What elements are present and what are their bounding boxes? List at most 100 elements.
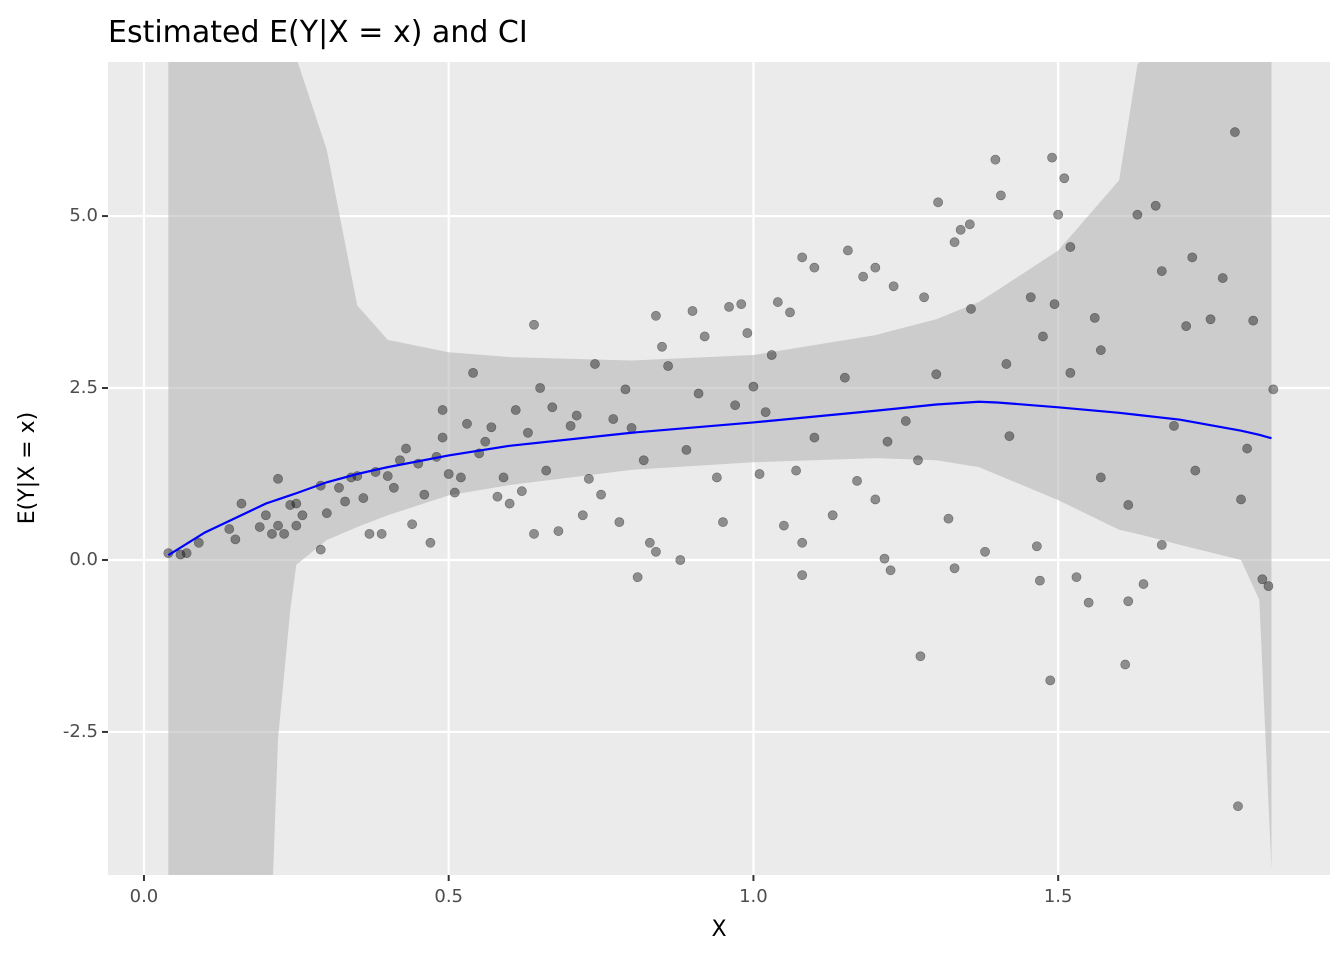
point — [1233, 801, 1243, 812]
point — [425, 537, 436, 548]
point — [1217, 273, 1228, 283]
point — [498, 472, 509, 483]
point — [1205, 314, 1216, 325]
point — [1065, 242, 1076, 252]
point — [181, 548, 192, 559]
point — [553, 526, 564, 536]
point — [608, 414, 619, 424]
point — [571, 410, 582, 421]
point — [1242, 443, 1253, 454]
point — [915, 651, 926, 662]
point — [614, 517, 625, 528]
point — [480, 436, 491, 447]
plot-area — [163, 62, 1279, 875]
point — [1181, 321, 1192, 332]
point — [486, 422, 497, 433]
point — [699, 331, 710, 342]
point — [279, 528, 290, 539]
y-tick-label: 2.5 — [69, 377, 98, 398]
point — [1123, 500, 1134, 510]
point — [797, 570, 808, 581]
point — [358, 493, 369, 503]
axes: 0.0 0.5 1.0 1.5 -2.5 0.0 2.5 5.0 — [63, 205, 1073, 907]
point — [748, 381, 759, 392]
point — [1034, 575, 1045, 586]
point — [620, 384, 631, 395]
point — [297, 510, 308, 521]
point — [681, 445, 692, 455]
point — [693, 388, 704, 399]
point — [437, 405, 448, 415]
point — [437, 432, 448, 443]
point — [797, 537, 808, 548]
x-tick-label: 1.0 — [739, 886, 768, 907]
point — [885, 565, 896, 576]
y-tick-label: -2.5 — [63, 721, 98, 742]
point — [175, 549, 186, 560]
point — [492, 491, 503, 502]
point — [376, 528, 387, 539]
point — [663, 361, 674, 371]
fit-line — [167, 400, 1272, 557]
point — [1004, 431, 1015, 442]
point — [254, 522, 265, 532]
point — [1047, 152, 1057, 163]
point — [870, 494, 881, 505]
point — [516, 486, 527, 497]
point — [882, 436, 893, 447]
point — [1123, 596, 1134, 607]
point — [760, 407, 771, 417]
point — [547, 402, 558, 413]
point — [1132, 209, 1143, 220]
point — [468, 367, 478, 378]
point — [285, 500, 296, 510]
point — [321, 508, 332, 519]
point — [523, 427, 533, 438]
point — [1049, 299, 1060, 310]
point — [1156, 266, 1167, 276]
point — [931, 369, 942, 380]
point — [1095, 472, 1106, 483]
y-axis-title: E(Y|X = x) — [15, 412, 40, 524]
point — [510, 405, 521, 415]
point — [785, 307, 795, 318]
point — [772, 297, 783, 307]
point — [382, 471, 393, 481]
point — [888, 281, 899, 292]
point — [419, 489, 430, 500]
point — [1230, 127, 1240, 138]
point — [718, 517, 728, 528]
x-tick-label: 0.5 — [434, 886, 463, 907]
point — [779, 520, 789, 531]
point — [809, 262, 820, 273]
point — [980, 546, 990, 557]
point — [858, 271, 869, 282]
point — [964, 219, 975, 230]
point — [933, 197, 944, 208]
point — [742, 328, 753, 338]
point — [449, 487, 460, 498]
point — [315, 544, 326, 555]
point — [1038, 331, 1048, 342]
x-tick-label: 1.5 — [1044, 886, 1073, 907]
point — [949, 563, 960, 574]
point — [1120, 659, 1131, 670]
point — [1001, 359, 1012, 369]
point — [1263, 581, 1274, 592]
confidence-ribbon — [168, 62, 1272, 875]
point — [590, 359, 600, 369]
point — [529, 319, 539, 330]
point — [291, 520, 302, 531]
point — [1169, 420, 1179, 431]
point — [1268, 384, 1279, 395]
point — [1190, 465, 1201, 476]
point — [230, 534, 241, 545]
point — [644, 537, 655, 548]
point — [839, 372, 850, 383]
point — [651, 310, 661, 321]
point — [626, 423, 637, 433]
point — [638, 455, 649, 466]
point — [1138, 579, 1149, 589]
point — [267, 528, 277, 539]
